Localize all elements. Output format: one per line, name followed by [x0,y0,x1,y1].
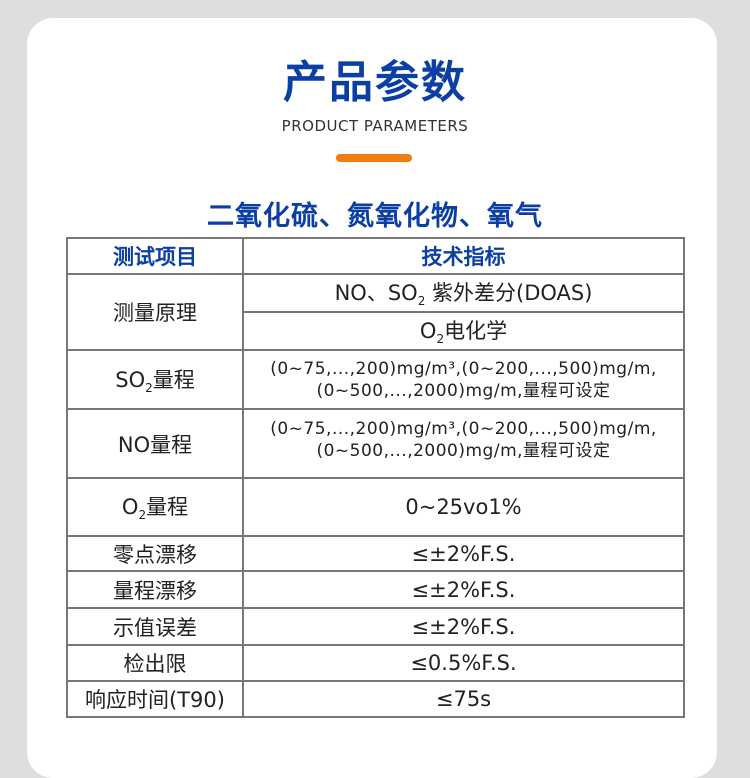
table-row: O2量程 0~25vo1% [66,477,685,537]
row-label: 量程漂移 [66,570,244,609]
table-row: SO2量程 (0~75,...,200)mg/m³,(0~200,...,500… [66,349,685,410]
accent-bar [336,154,412,162]
row-value: ≤±2%F.S. [242,535,685,572]
row-value: 0~25vo1% [242,477,685,537]
row-value: NO、SO2 紫外差分(DOAS) [242,273,685,313]
table-row: 零点漂移 ≤±2%F.S. [66,535,685,572]
section-title: 二氧化硫、氮氧化物、氧气 [207,201,543,232]
row-value: (0~75,...,200)mg/m³,(0~200,...,500)mg/m,… [242,349,685,410]
table-row: 响应时间(T90) ≤75s [66,680,685,718]
row-label: 响应时间(T90) [66,680,244,718]
row-value: (0~75,...,200)mg/m³,(0~200,...,500)mg/m,… [242,408,685,479]
table-row: 量程漂移 ≤±2%F.S. [66,570,685,609]
table-row: 示值误差 ≤±2%F.S. [66,607,685,646]
parameters-table: 测试项目 技术指标 测量原理 NO、SO2 紫外差分(DOAS) O2电化学 S… [66,237,685,718]
row-label: 示值误差 [66,607,244,646]
header-item: 测试项目 [66,237,244,275]
row-label: NO量程 [66,408,244,479]
table-row: NO量程 (0~75,...,200)mg/m³,(0~200,...,500)… [66,408,685,479]
table-row: O2电化学 [67,311,685,351]
row-label: SO2量程 [66,349,244,410]
table-header: 测试项目 技术指标 [66,237,685,275]
row-value: O2电化学 [242,311,685,351]
page-subtitle: PRODUCT PARAMETERS [281,117,469,135]
row-label: 测量原理 [66,273,244,351]
row-value: ≤75s [242,680,685,718]
header-spec: 技术指标 [242,237,685,275]
row-label: 检出限 [66,644,244,682]
table-row: 检出限 ≤0.5%F.S. [66,644,685,682]
table-row: 测量原理 NO、SO2 紫外差分(DOAS) [66,273,685,351]
row-value: ≤±2%F.S. [242,570,685,609]
row-value: ≤±2%F.S. [242,607,685,646]
row-label: 零点漂移 [66,535,244,572]
page-title: 产品参数 [283,57,467,108]
row-value: ≤0.5%F.S. [242,644,685,682]
row-label: O2量程 [66,477,244,537]
